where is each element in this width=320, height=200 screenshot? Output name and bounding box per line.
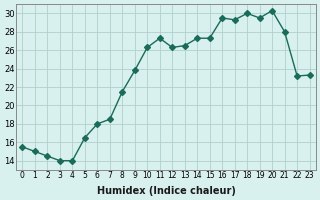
X-axis label: Humidex (Indice chaleur): Humidex (Indice chaleur): [97, 186, 236, 196]
